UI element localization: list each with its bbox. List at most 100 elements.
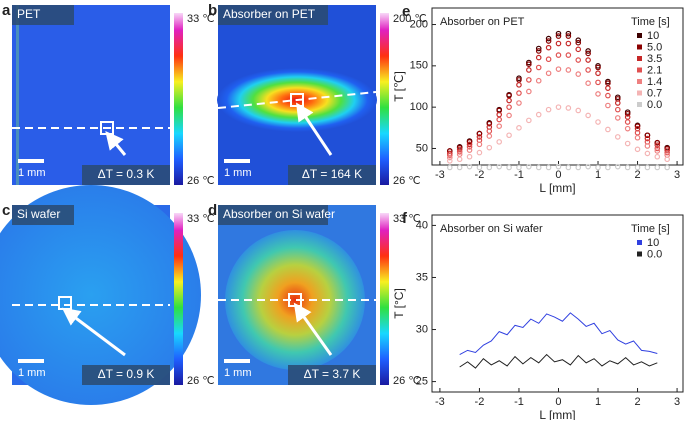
data-point [446,154,453,161]
hot-spot [0,185,201,405]
delta-t: ΔT = 0.3 K [98,167,155,181]
data-point [605,92,611,99]
data-point [555,30,562,37]
y-axis-label: T [°C] [392,288,406,319]
data-point [555,104,562,110]
scale-label: 1 mm [18,367,46,379]
data-point [585,67,591,73]
delta-t: ΔT = 0.9 K [98,367,155,381]
data-line [459,312,658,355]
x-tick-label: -3 [435,169,445,181]
data-point [585,80,591,86]
data-point [486,164,493,171]
dt-bg [288,365,376,385]
data-point [456,148,463,155]
panel-letter: c [2,202,10,219]
data-point [614,163,621,170]
colorbar-max: 200 ℃ [393,13,427,25]
x-tick-label: 2 [634,396,640,408]
legend-label: 10 [647,30,659,42]
delta-t: ΔT = 3.7 K [304,367,361,381]
y-axis-label: T [℃] [392,71,406,102]
data-point [486,133,493,139]
data-point [466,147,473,153]
x-tick-label: -1 [514,169,524,181]
data-point [575,164,582,171]
data-point [506,112,512,119]
data-point [585,163,591,170]
dt-bg [82,165,170,185]
data-point [555,163,562,170]
data-point [654,164,661,171]
x-tick-label: 1 [595,396,601,408]
data-point [664,149,670,156]
scale-label: 1 mm [224,167,252,179]
data-point [575,57,582,63]
scale-bar [224,359,250,363]
image-label: PET [17,7,41,21]
data-point [644,150,651,157]
data-point [624,140,631,147]
data-point [634,164,641,171]
legend-label: 10 [647,237,659,249]
data-point [624,164,631,171]
data-point [565,105,572,111]
legend-swatch [637,56,642,61]
x-tick-label: -2 [475,169,485,181]
colorbar-min: 26 ℃ [393,375,421,387]
legend-title: Time [s] [631,223,670,235]
data-point [506,132,512,139]
data-point [545,164,552,171]
data-point [506,164,512,171]
data-point [595,70,601,77]
legend-label: 0.0 [647,248,662,260]
data-point [516,125,522,131]
scale-label: 1 mm [18,167,46,179]
data-point [565,67,572,73]
profile-line [217,91,377,109]
data-point [535,54,542,61]
data-point [595,119,601,125]
data-point [535,48,542,54]
y-tick-label: 50 [416,142,428,154]
x-tick-label: 3 [674,169,680,181]
legend-label: 0.7 [647,87,662,99]
data-point [605,85,611,91]
image-panel: PET ΔT = 0.3 K 1 mm 33 ℃ 26 ℃ a [2,2,215,187]
scale-bar [18,159,44,163]
data-point [456,164,463,171]
scale-label: 1 mm [224,367,252,379]
data-point [595,79,601,86]
data-point [624,110,631,117]
annotation: Absorber on PET [440,16,525,28]
data-point [496,163,502,170]
panel-letter: d [208,202,217,219]
annotation: Absorber on Si wafer [440,223,543,235]
y-tick-label: 150 [410,60,428,72]
data-point [595,164,601,171]
colorbar-max: 33 ℃ [393,213,421,225]
data-point [585,50,591,57]
panel-letter: f [402,210,408,227]
legend-swatch [637,251,642,257]
legend-swatch [637,44,642,50]
data-point [614,134,621,140]
legend-label: 0.0 [647,99,662,111]
image-panel: Si wafer ΔT = 0.9 K 1 mm 33 ℃ 26 ℃ c [0,185,215,405]
data-point [595,64,601,71]
y-tick-label: 30 [416,323,428,335]
data-point [634,134,641,141]
x-tick-label: 0 [555,169,561,181]
label-bg [218,5,328,25]
data-point [535,111,542,118]
data-point [605,164,611,171]
x-tick-label: -3 [435,396,445,408]
data-point [516,90,522,96]
data-point [575,71,582,77]
data-point [545,35,552,42]
data-point [516,164,522,171]
data-point [614,100,621,106]
x-tick-label: -2 [475,396,485,408]
data-point [654,153,661,160]
x-tick-label: 0 [555,396,561,408]
